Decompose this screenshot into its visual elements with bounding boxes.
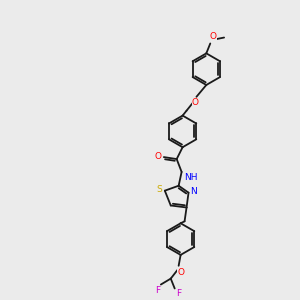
Text: O: O xyxy=(155,152,162,160)
Text: O: O xyxy=(210,32,217,40)
Text: S: S xyxy=(156,185,162,194)
Text: O: O xyxy=(177,268,184,277)
Text: F: F xyxy=(176,290,181,298)
Text: N: N xyxy=(190,187,197,196)
Text: F: F xyxy=(155,286,160,295)
Text: NH: NH xyxy=(184,173,198,182)
Text: O: O xyxy=(192,98,199,107)
